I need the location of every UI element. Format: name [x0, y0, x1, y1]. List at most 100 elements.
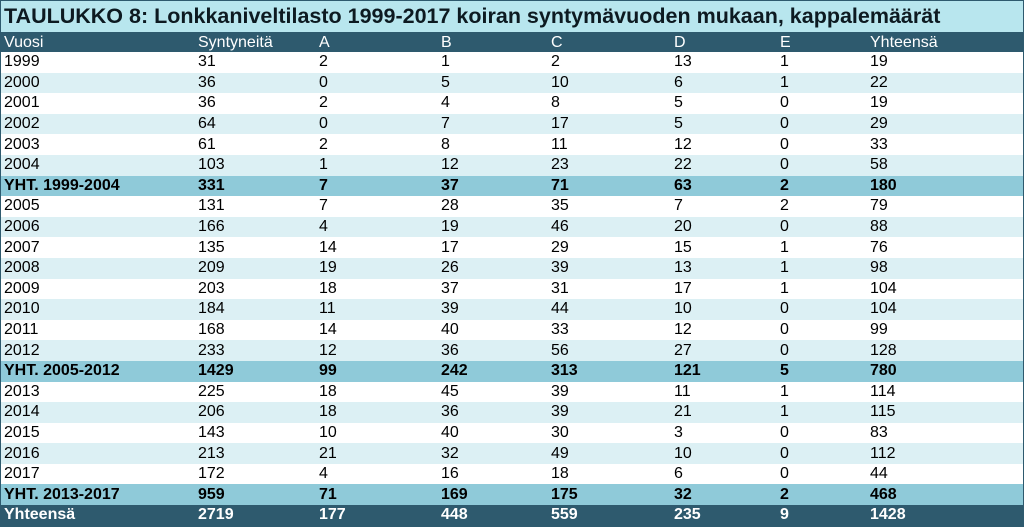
header-cell-c[interactable]: C	[548, 33, 671, 52]
cell-b[interactable]: 16	[438, 463, 548, 485]
cell-b[interactable]: 242	[438, 360, 548, 382]
cell-d[interactable]: 3	[671, 422, 777, 444]
cell-c[interactable]: 71	[548, 175, 671, 197]
cell-vuosi[interactable]: 2014	[1, 402, 195, 423]
cell-d[interactable]: 22	[671, 154, 777, 176]
cell-c[interactable]: 23	[548, 154, 671, 176]
cell-syntyneita[interactable]: 36	[195, 72, 316, 94]
cell-yhteensa[interactable]: 58	[867, 154, 1023, 176]
cell-a[interactable]: 18	[316, 402, 438, 423]
cell-syntyneita[interactable]: 103	[195, 154, 316, 176]
cell-vuosi[interactable]: 2000	[1, 72, 195, 94]
cell-e[interactable]: 1	[777, 381, 867, 403]
cell-b[interactable]: 36	[438, 402, 548, 423]
cell-c[interactable]: 56	[548, 340, 671, 361]
cell-b[interactable]: 448	[438, 505, 548, 526]
cell-c[interactable]: 559	[548, 505, 671, 526]
cell-d[interactable]: 6	[671, 463, 777, 485]
cell-a[interactable]: 12	[316, 340, 438, 361]
cell-syntyneita[interactable]: 135	[195, 237, 316, 258]
cell-e[interactable]: 2	[777, 175, 867, 197]
cell-c[interactable]: 11	[548, 134, 671, 155]
cell-a[interactable]: 21	[316, 443, 438, 464]
cell-yhteensa[interactable]: 22	[867, 72, 1023, 94]
cell-e[interactable]: 0	[777, 340, 867, 361]
cell-syntyneita[interactable]: 1429	[195, 360, 316, 382]
cell-a[interactable]: 18	[316, 381, 438, 403]
cell-a[interactable]: 14	[316, 237, 438, 258]
cell-e[interactable]: 0	[777, 443, 867, 464]
cell-yhteensa[interactable]: 76	[867, 237, 1023, 258]
cell-vuosi[interactable]: 2005	[1, 196, 195, 217]
cell-syntyneita[interactable]: 213	[195, 443, 316, 464]
cell-yhteensa[interactable]: 128	[867, 340, 1023, 361]
cell-d[interactable]: 235	[671, 505, 777, 526]
cell-d[interactable]: 10	[671, 299, 777, 320]
cell-a[interactable]: 2	[316, 52, 438, 73]
cell-yhteensa[interactable]: 44	[867, 463, 1023, 485]
cell-c[interactable]: 175	[548, 484, 671, 506]
cell-e[interactable]: 0	[777, 299, 867, 320]
header-cell-b[interactable]: B	[438, 33, 548, 52]
cell-vuosi[interactable]: 2003	[1, 134, 195, 155]
cell-c[interactable]: 44	[548, 299, 671, 320]
cell-a[interactable]: 11	[316, 299, 438, 320]
cell-syntyneita[interactable]: 225	[195, 381, 316, 403]
cell-e[interactable]: 0	[777, 319, 867, 341]
cell-b[interactable]: 4	[438, 93, 548, 114]
header-cell-a[interactable]: A	[316, 33, 438, 52]
cell-c[interactable]: 31	[548, 278, 671, 300]
cell-b[interactable]: 40	[438, 319, 548, 341]
cell-vuosi[interactable]: 2007	[1, 237, 195, 258]
cell-c[interactable]: 30	[548, 422, 671, 444]
cell-yhteensa[interactable]: 468	[867, 484, 1023, 506]
cell-syntyneita[interactable]: 959	[195, 484, 316, 506]
cell-syntyneita[interactable]: 64	[195, 113, 316, 135]
cell-b[interactable]: 40	[438, 422, 548, 444]
cell-d[interactable]: 13	[671, 52, 777, 73]
cell-e[interactable]: 0	[777, 93, 867, 114]
cell-d[interactable]: 21	[671, 402, 777, 423]
cell-vuosi[interactable]: 2008	[1, 257, 195, 279]
cell-a[interactable]: 18	[316, 278, 438, 300]
cell-a[interactable]: 0	[316, 72, 438, 94]
cell-e[interactable]: 0	[777, 113, 867, 135]
cell-vuosi[interactable]: YHT. 1999-2004	[1, 175, 195, 197]
cell-c[interactable]: 39	[548, 381, 671, 403]
cell-vuosi[interactable]: YHT. 2005-2012	[1, 360, 195, 382]
cell-yhteensa[interactable]: 114	[867, 381, 1023, 403]
cell-a[interactable]: 7	[316, 175, 438, 197]
cell-b[interactable]: 26	[438, 257, 548, 279]
cell-b[interactable]: 8	[438, 134, 548, 155]
cell-yhteensa[interactable]: 88	[867, 216, 1023, 238]
cell-d[interactable]: 7	[671, 196, 777, 217]
cell-yhteensa[interactable]: 1428	[867, 505, 1023, 526]
cell-a[interactable]: 4	[316, 463, 438, 485]
cell-syntyneita[interactable]: 61	[195, 134, 316, 155]
cell-yhteensa[interactable]: 33	[867, 134, 1023, 155]
cell-syntyneita[interactable]: 184	[195, 299, 316, 320]
cell-d[interactable]: 27	[671, 340, 777, 361]
cell-d[interactable]: 12	[671, 319, 777, 341]
cell-yhteensa[interactable]: 180	[867, 175, 1023, 197]
cell-vuosi[interactable]: 2009	[1, 278, 195, 300]
header-cell-vuosi[interactable]: Vuosi	[1, 33, 195, 52]
cell-b[interactable]: 169	[438, 484, 548, 506]
cell-e[interactable]: 1	[777, 278, 867, 300]
cell-c[interactable]: 18	[548, 463, 671, 485]
cell-a[interactable]: 0	[316, 113, 438, 135]
cell-vuosi[interactable]: 2006	[1, 216, 195, 238]
header-cell-e[interactable]: E	[777, 33, 867, 52]
cell-e[interactable]: 0	[777, 216, 867, 238]
cell-syntyneita[interactable]: 168	[195, 319, 316, 341]
cell-c[interactable]: 35	[548, 196, 671, 217]
cell-a[interactable]: 7	[316, 196, 438, 217]
cell-yhteensa[interactable]: 99	[867, 319, 1023, 341]
cell-b[interactable]: 39	[438, 299, 548, 320]
cell-d[interactable]: 11	[671, 381, 777, 403]
cell-a[interactable]: 71	[316, 484, 438, 506]
cell-e[interactable]: 0	[777, 463, 867, 485]
cell-b[interactable]: 37	[438, 278, 548, 300]
cell-vuosi[interactable]: YHT. 2013-2017	[1, 484, 195, 506]
cell-syntyneita[interactable]: 203	[195, 278, 316, 300]
